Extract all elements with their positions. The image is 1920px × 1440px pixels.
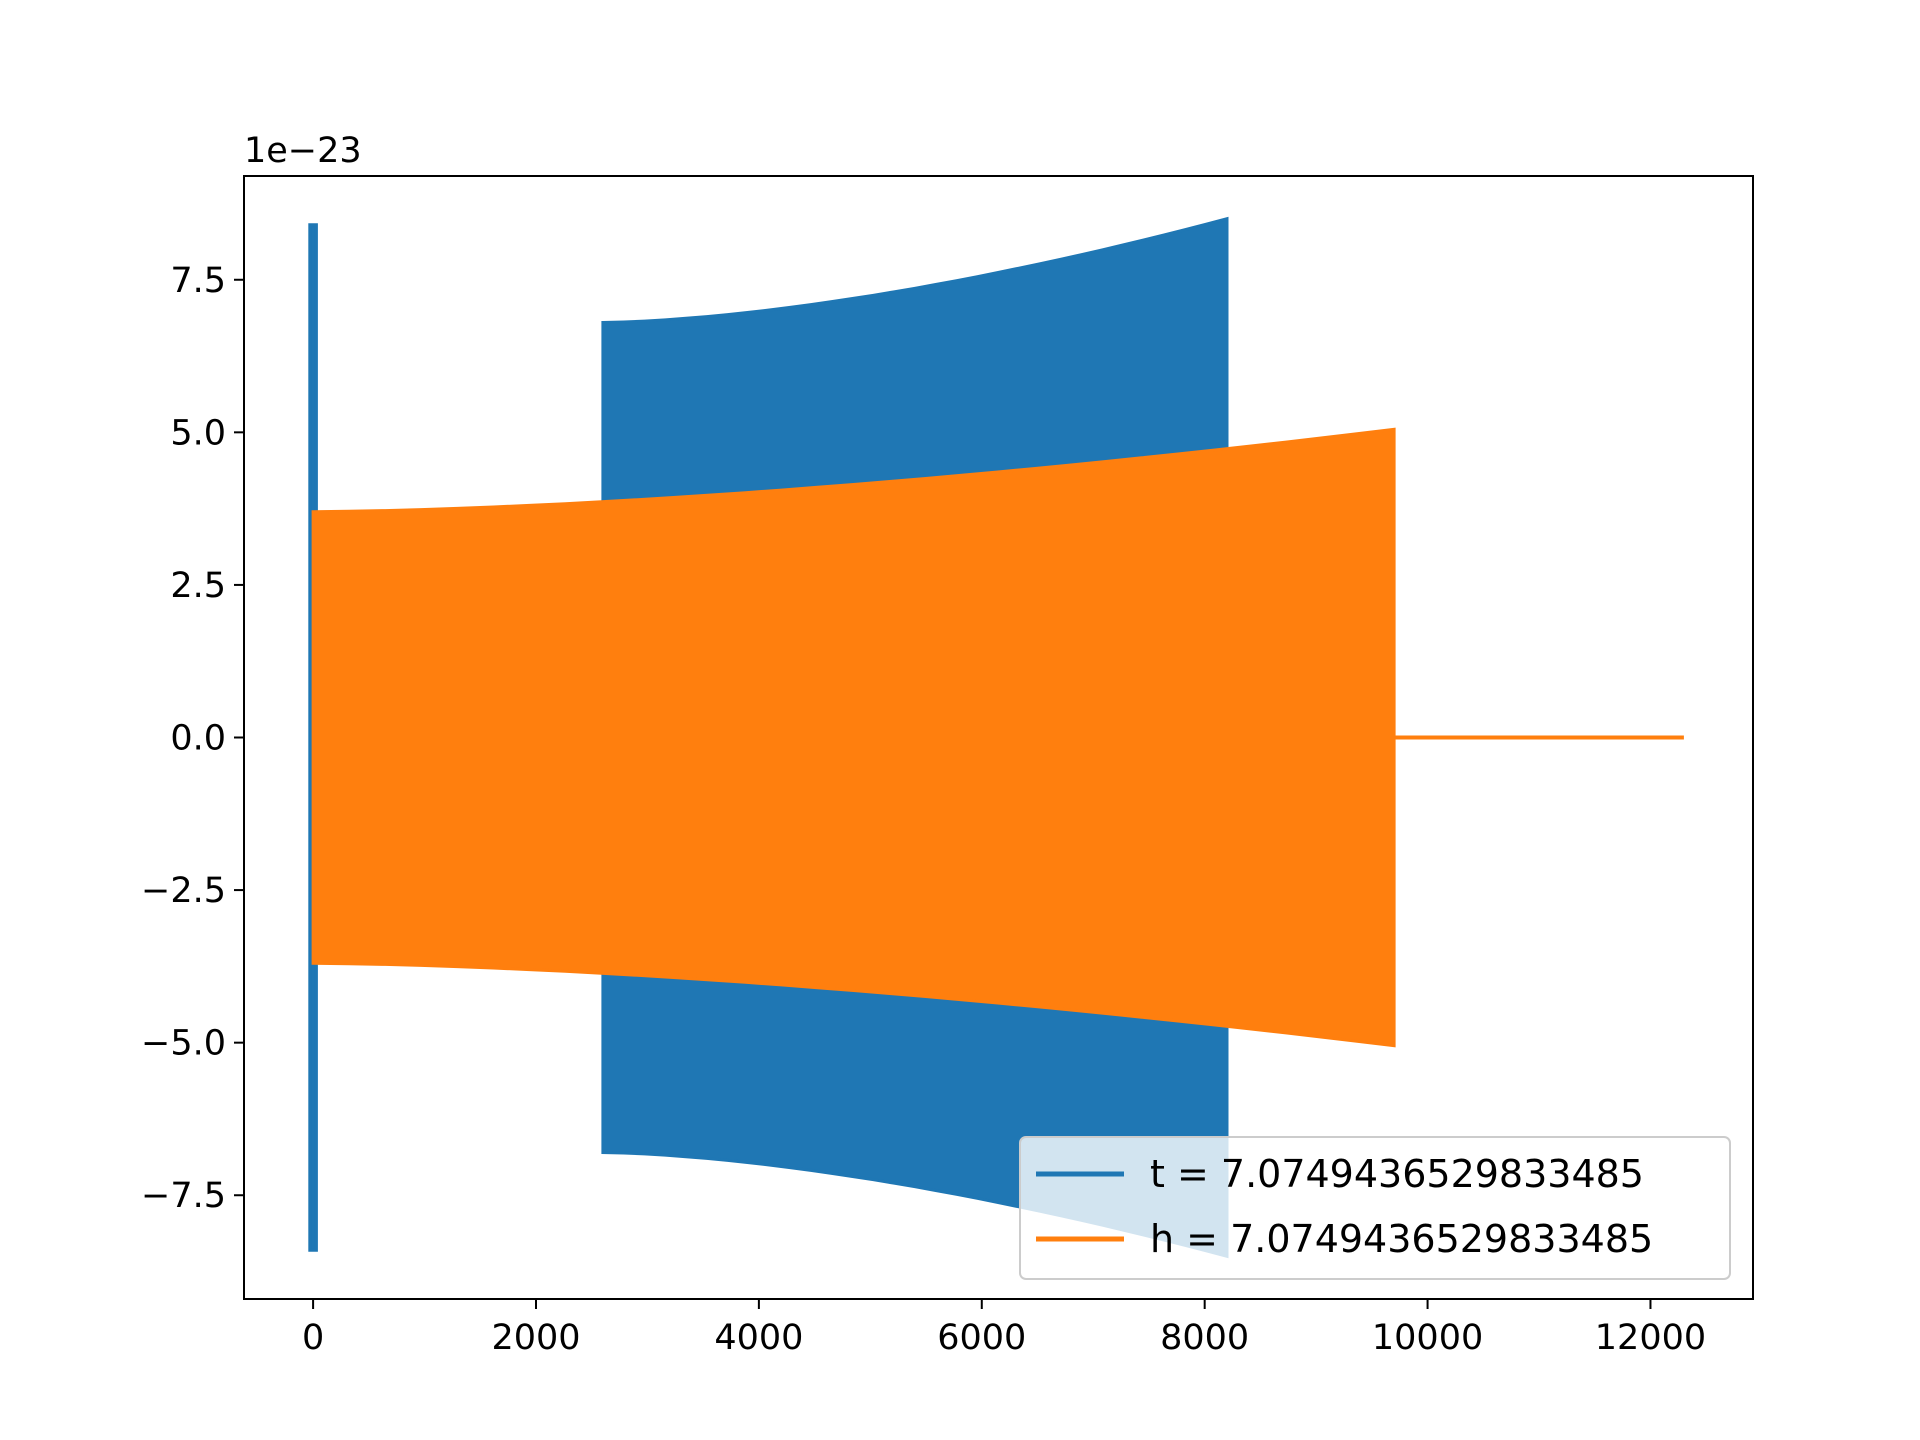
y-tick-label-6: 7.5 bbox=[170, 261, 226, 301]
x-tick-label-1: 2000 bbox=[491, 1318, 580, 1358]
y-tick-label-1: −5.0 bbox=[141, 1024, 226, 1064]
legend-frame bbox=[1019, 1136, 1731, 1280]
x-axis: 0 2000 4000 6000 8000 10000 12000 bbox=[302, 1299, 1706, 1358]
x-tick-label-2: 4000 bbox=[714, 1318, 803, 1358]
y-tick-label-2: −2.5 bbox=[141, 871, 226, 911]
legend-label-h: h = 7.0749436529833485 bbox=[1150, 1217, 1653, 1261]
y-tick-label-0: −7.5 bbox=[141, 1176, 226, 1216]
y-tick-label-4: 2.5 bbox=[170, 566, 226, 606]
y-tick-label-5: 5.0 bbox=[170, 413, 226, 453]
legend-label-t: t = 7.0749436529833485 bbox=[1150, 1152, 1644, 1196]
y-offset-label: 1e−23 bbox=[244, 131, 362, 171]
x-tick-label-5: 10000 bbox=[1372, 1318, 1483, 1358]
y-tick-label-3: 0.0 bbox=[170, 719, 226, 759]
plot-area bbox=[308, 216, 1684, 1259]
x-tick-label-0: 0 bbox=[302, 1318, 324, 1358]
y-axis: −7.5 −5.0 −2.5 0.0 2.5 5.0 7.5 bbox=[141, 261, 244, 1216]
x-tick-label-3: 6000 bbox=[937, 1318, 1026, 1358]
x-tick-label-6: 12000 bbox=[1595, 1318, 1706, 1358]
legend: t = 7.0749436529833485 h = 7.07494365298… bbox=[1019, 1136, 1731, 1280]
x-tick-label-4: 8000 bbox=[1160, 1318, 1249, 1358]
series-1-segment-0 bbox=[311, 427, 1396, 1048]
